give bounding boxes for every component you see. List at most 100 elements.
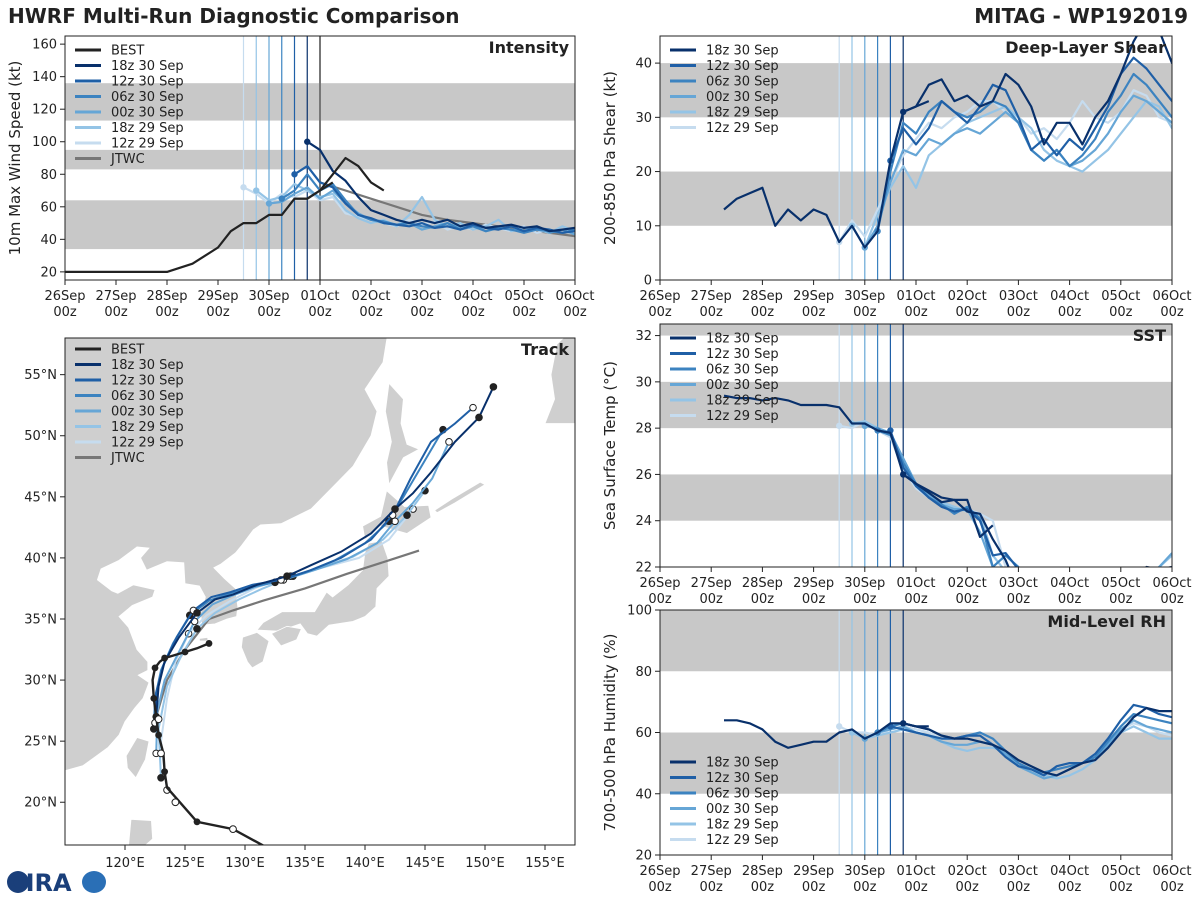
track-run-line-5 bbox=[159, 508, 414, 791]
track-legend-label-2: 12z 30 Sep bbox=[111, 374, 184, 389]
shear-legend-label-4: 18z 29 Sep bbox=[706, 106, 779, 121]
intensity-run-start-marker-0 bbox=[304, 138, 311, 145]
intensity-jtwc-line bbox=[319, 181, 575, 238]
cira-logo: CIRA bbox=[7, 869, 106, 897]
intensity-legend-label-5: 18z 29 Sep bbox=[111, 121, 184, 136]
land-taiwan bbox=[125, 737, 150, 779]
storm-name: MITAG - WP192019 bbox=[974, 4, 1188, 28]
intensity-run-start-marker-4 bbox=[253, 187, 260, 194]
sst-run-line-0 bbox=[902, 473, 1172, 567]
shear-xtick-hour-2: 00z bbox=[751, 305, 775, 320]
intensity-xtick-day-4: 30Sep bbox=[248, 289, 289, 304]
intensity-title: Intensity bbox=[489, 38, 570, 57]
track-best-open-marker-2 bbox=[157, 749, 165, 758]
shear-ylabel: 200-850 hPa Shear (kt) bbox=[601, 71, 619, 245]
shear-band-0 bbox=[660, 171, 1172, 226]
shear-legend-label-5: 12z 29 Sep bbox=[706, 121, 779, 136]
sst-band-2 bbox=[660, 324, 1172, 336]
intensity-xtick-hour-9: 00z bbox=[512, 305, 536, 320]
intensity-xtick-hour-2: 00z bbox=[155, 305, 179, 320]
track-title: Track bbox=[521, 340, 569, 359]
track-best-open-marker-3 bbox=[154, 715, 163, 724]
sst-xtick-day-4: 30Sep bbox=[844, 576, 885, 591]
shear-xtick-day-3: 29Sep bbox=[793, 289, 834, 304]
sst-lines bbox=[723, 394, 1172, 567]
rh-title: Mid-Level RH bbox=[1047, 612, 1166, 631]
track-ytick-label-4: 40°N bbox=[24, 551, 57, 566]
intensity-xtick-hour-7: 00z bbox=[410, 305, 434, 320]
intensity-xtick-day-5: 01Oct bbox=[300, 289, 339, 304]
sst-run-line-1 bbox=[889, 430, 1018, 567]
rh-legend-label-5: 12z 29 Sep bbox=[706, 833, 779, 848]
track-run-marker-0-16 bbox=[475, 413, 483, 422]
rh-legend-label-1: 12z 30 Sep bbox=[706, 771, 779, 786]
shear-ytick-label-3: 30 bbox=[635, 111, 652, 126]
sst-title: SST bbox=[1133, 326, 1166, 345]
track-run-marker-0-17 bbox=[489, 383, 498, 391]
track-ytick-label-1: 25°N bbox=[24, 735, 57, 750]
rh-xtick-hour-10: 00z bbox=[1160, 880, 1184, 895]
sst-best-line bbox=[723, 394, 994, 539]
track-run-marker-4-4 bbox=[193, 624, 201, 633]
shear-xtick-day-6: 02Oct bbox=[948, 289, 987, 304]
track-run-marker-4-12 bbox=[403, 511, 411, 519]
shear-xtick-day-9: 05Oct bbox=[1101, 289, 1140, 304]
intensity-xtick-day-9: 05Oct bbox=[504, 289, 543, 304]
rh-ytick-label-1: 40 bbox=[635, 787, 652, 802]
figure-title: HWRF Multi-Run Diagnostic Comparison bbox=[8, 4, 460, 28]
shear-best-line bbox=[723, 100, 930, 249]
intensity-xtick-hour-3: 00z bbox=[206, 305, 230, 320]
track-frame bbox=[64, 337, 576, 846]
shear-ytick-label-1: 10 bbox=[635, 219, 652, 234]
intensity-run-start-marker-3 bbox=[265, 200, 273, 207]
rh-xtick-hour-5: 00z bbox=[904, 880, 928, 895]
sst-panel: 22242628303226Sep00z27Sep00z28Sep00z29Se… bbox=[601, 323, 1192, 607]
track-panel: 120°E 125°E 130°E 135°E 140°E 145°E 150°E 155°E… bbox=[24, 337, 576, 871]
rh-xtick-day-3: 29Sep bbox=[793, 864, 834, 879]
track-xtick-label-1: 125°E bbox=[165, 856, 205, 871]
track-best-marker-0 bbox=[266, 845, 273, 852]
sst-xtick-hour-4: 00z bbox=[853, 592, 877, 607]
intensity-xtick-day-8: 04Oct bbox=[453, 289, 492, 304]
intensity-ytick-label-1: 40 bbox=[40, 233, 57, 248]
track-legend-label-4: 00z 30 Sep bbox=[111, 405, 184, 420]
sst-legend-label-3: 00z 30 Sep bbox=[706, 378, 779, 393]
track-best-marker-16 bbox=[205, 640, 213, 647]
intensity-legend-label-4: 00z 30 Sep bbox=[111, 106, 184, 121]
intensity-xtick-day-2: 28Sep bbox=[146, 289, 187, 304]
rh-xtick-hour-7: 00z bbox=[1007, 880, 1031, 895]
intensity-run-line-0 bbox=[306, 140, 575, 233]
sst-run-line-2 bbox=[877, 429, 1020, 567]
track-run-marker-4-0 bbox=[157, 774, 165, 782]
track-legend-label-6: 12z 29 Sep bbox=[111, 436, 184, 451]
sst-band-1 bbox=[660, 381, 1172, 429]
intensity-ytick-label-5: 120 bbox=[32, 103, 57, 118]
rh-xtick-day-4: 30Sep bbox=[844, 864, 885, 879]
track-ytick-label-3: 35°N bbox=[24, 612, 57, 627]
rh-xtick-hour-0: 00z bbox=[648, 880, 672, 895]
land-shikoku bbox=[270, 625, 302, 647]
sst-ytick-label-1: 24 bbox=[635, 514, 652, 529]
sst-ytick-label-0: 22 bbox=[635, 561, 652, 576]
sst-xtick-day-6: 02Oct bbox=[948, 576, 987, 591]
intensity-legend-label-6: 12z 29 Sep bbox=[111, 137, 184, 152]
intensity-xtick-day-10: 06Oct bbox=[555, 289, 594, 304]
rh-band-1 bbox=[660, 610, 1172, 672]
track-best-marker-4 bbox=[161, 768, 169, 776]
sst-xtick-day-10: 06Oct bbox=[1152, 576, 1191, 591]
intensity-xtick-hour-6: 00z bbox=[359, 305, 383, 320]
intensity-xtick-hour-0: 00z bbox=[53, 305, 77, 320]
sst-legend-label-2: 06z 30 Sep bbox=[706, 363, 779, 378]
rh-legend-label-4: 18z 29 Sep bbox=[706, 818, 779, 833]
sst-ytick-label-4: 30 bbox=[635, 375, 652, 390]
shear-xtick-day-5: 01Oct bbox=[896, 289, 935, 304]
rh-xtick-day-6: 02Oct bbox=[948, 864, 987, 879]
intensity-xtick-day-6: 02Oct bbox=[351, 289, 390, 304]
shear-xtick-day-8: 04Oct bbox=[1050, 289, 1089, 304]
rh-xtick-hour-6: 00z bbox=[956, 880, 980, 895]
shear-xtick-day-4: 30Sep bbox=[844, 289, 885, 304]
rh-legend-label-0: 18z 30 Sep bbox=[706, 756, 779, 771]
track-legend-label-1: 18z 30 Sep bbox=[111, 358, 184, 373]
intensity-ytick-label-6: 140 bbox=[32, 70, 57, 85]
rh-legend-label-2: 06z 30 Sep bbox=[706, 787, 779, 802]
